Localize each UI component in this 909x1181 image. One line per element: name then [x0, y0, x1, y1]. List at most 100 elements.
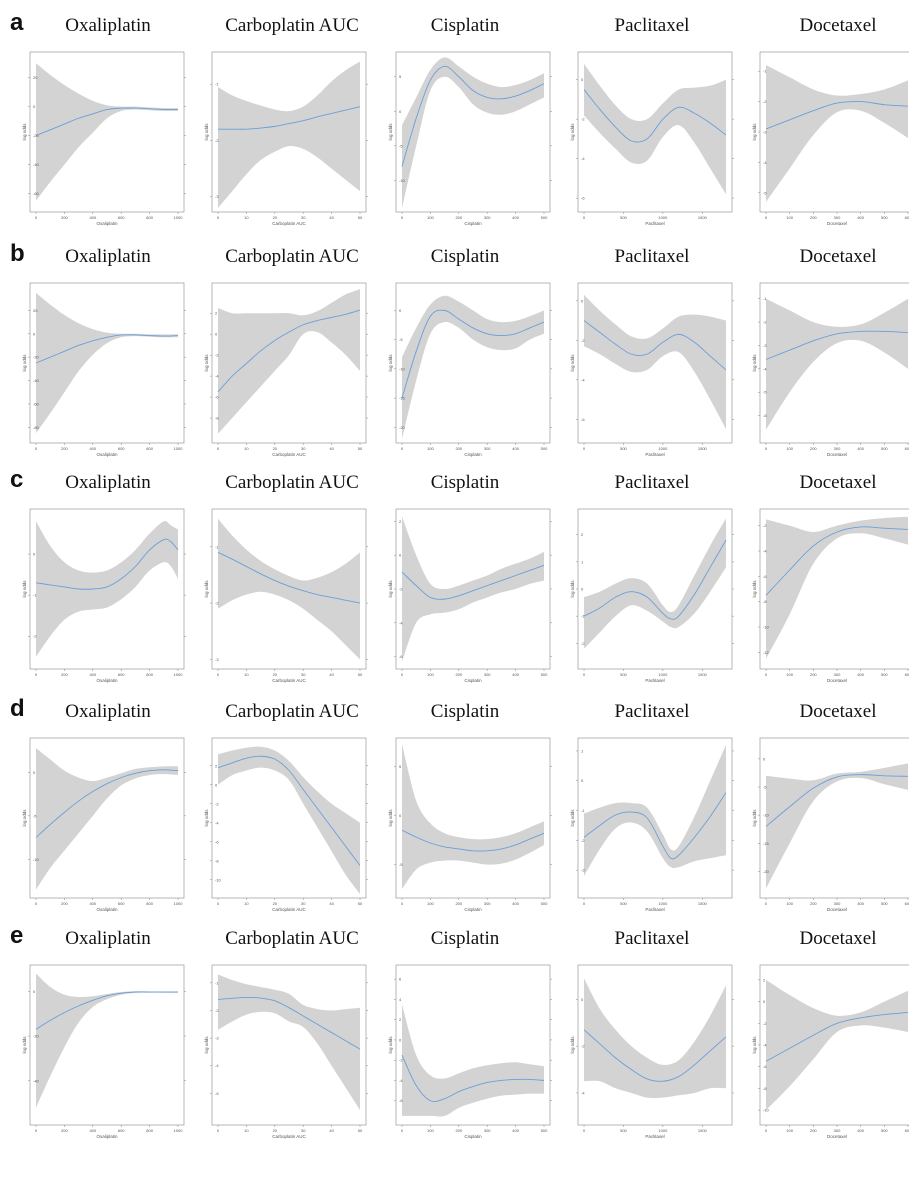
plot-frame [395, 964, 551, 1126]
y-tick-label: -1 [215, 544, 219, 549]
y-tick-label: -2 [581, 838, 585, 843]
x-tick-label: 500 [541, 901, 548, 906]
x-tick-label: 200 [455, 672, 462, 677]
x-tick-label: 0 [401, 901, 404, 906]
panel-d-1: 0 200 400 600 800 1000 -10 -5 0 Oxaliplatin log od… [22, 737, 186, 912]
y-tick-label: -6 [399, 654, 403, 659]
confidence-band [218, 974, 360, 1110]
plot-frame [211, 737, 367, 899]
x-tick-label: 600 [905, 215, 909, 220]
panel-b-4: 0 500 1000 1500 -6 -4 -2 0 Paclitaxel log odds [570, 282, 734, 457]
confidence-band [36, 63, 178, 201]
y-axis-label: log odds [22, 354, 27, 372]
x-tick-label: 50 [358, 446, 363, 451]
y-tick-label: -12 [763, 650, 770, 655]
y-tick-label: -1 [763, 296, 767, 301]
plot-frame [29, 737, 185, 899]
fitted-line [217, 997, 361, 1050]
x-tick-label: 0 [35, 215, 38, 220]
y-tick-label: -2 [581, 117, 585, 122]
y-tick-label: -2 [215, 601, 219, 606]
x-tick-label: 1000 [658, 1128, 668, 1133]
panel-letter-c: c [10, 466, 23, 493]
x-tick-label: 500 [881, 901, 888, 906]
y-axis-label: log odds [388, 1036, 393, 1054]
x-tick-label: 50 [358, 672, 363, 677]
column-title-d-1: Oxaliplatin [65, 701, 151, 722]
y-tick-label: -5 [763, 390, 767, 395]
x-tick-label: 500 [541, 672, 548, 677]
y-tick-label: -6 [763, 574, 767, 579]
x-tick-label: 0 [217, 1128, 220, 1133]
x-tick-label: 600 [118, 215, 125, 220]
y-tick-label: 2 [581, 532, 584, 537]
x-tick-label: 1500 [698, 672, 708, 677]
x-tick-label: 400 [857, 672, 864, 677]
y-tick-label: -40 [33, 378, 40, 383]
x-tick-label: 0 [35, 1128, 38, 1133]
x-axis-label: Docetaxel [827, 907, 847, 912]
y-tick-label: -10 [215, 877, 222, 882]
y-tick-label: -1 [581, 808, 585, 813]
x-tick-label: 300 [834, 672, 841, 677]
y-axis-label: log odds [752, 809, 757, 827]
y-tick-label: -4 [763, 160, 767, 165]
y-tick-label: -80 [33, 425, 40, 430]
y-tick-label: -3 [581, 868, 585, 873]
y-tick-label: 6 [399, 977, 402, 982]
confidence-band [766, 763, 908, 889]
x-tick-label: 0 [583, 446, 586, 451]
y-tick-label: -20 [763, 869, 770, 874]
y-axis-label: log odds [570, 580, 575, 598]
x-tick-label: 200 [455, 446, 462, 451]
y-tick-label: 0 [399, 109, 402, 114]
y-tick-label: -10 [763, 625, 770, 630]
x-tick-label: 800 [146, 215, 153, 220]
x-axis-label: Oxaliplatin [96, 907, 118, 912]
x-tick-label: 40 [329, 672, 334, 677]
x-tick-label: 1000 [174, 446, 184, 451]
x-axis-label: Docetaxel [827, 452, 847, 457]
x-tick-label: 1000 [174, 1128, 184, 1133]
x-tick-label: 600 [118, 672, 125, 677]
y-tick-label: -5 [399, 143, 403, 148]
panel-d-2: 0 10 20 30 40 50 -10 -8 -6 -4 -2 0 2 Carboplatin AUC l… [204, 737, 368, 912]
y-tick-label: -2 [399, 587, 403, 592]
y-tick-label: 0 [399, 553, 402, 558]
x-axis-label: Oxaliplatin [96, 678, 118, 683]
y-tick-label: -8 [763, 1086, 767, 1091]
y-axis-label: log odds [388, 354, 393, 372]
x-tick-label: 100 [427, 672, 434, 677]
y-axis-label: log odds [22, 809, 27, 827]
x-tick-label: 300 [834, 215, 841, 220]
x-tick-label: 100 [786, 672, 793, 677]
y-tick-label: 0 [581, 298, 584, 303]
x-tick-label: 10 [244, 1128, 249, 1133]
x-tick-label: 500 [541, 1128, 548, 1133]
y-tick-label: -4 [763, 549, 767, 554]
y-tick-label: 0 [581, 997, 584, 1002]
x-tick-label: 30 [301, 215, 306, 220]
y-tick-label: -15 [763, 841, 770, 846]
x-tick-label: 800 [146, 672, 153, 677]
y-axis-label: log odds [388, 580, 393, 598]
x-axis-label: Oxaliplatin [96, 221, 118, 226]
x-tick-label: 300 [484, 901, 491, 906]
column-title-b-1: Oxaliplatin [65, 246, 151, 267]
x-tick-label: 0 [765, 215, 768, 220]
x-tick-label: 400 [89, 215, 96, 220]
y-tick-label: -4 [215, 820, 219, 825]
x-tick-label: 0 [583, 1128, 586, 1133]
y-axis-label: log odds [204, 809, 209, 827]
x-tick-label: 300 [834, 901, 841, 906]
y-tick-label: 4 [399, 997, 402, 1002]
x-tick-label: 0 [765, 446, 768, 451]
panel-b-5: 0 100 200 300 400 500 600 -6 -5 -4 -3 -2 -1 Docetaxel… [752, 282, 909, 457]
x-tick-label: 0 [583, 215, 586, 220]
panel-a-3: 0 100 200 300 400 500 -10 -5 0 5 Cisplatin log odds [388, 51, 552, 226]
panel-letter-d: d [10, 695, 25, 722]
y-axis-label: log odds [752, 123, 757, 141]
y-axis-label: log odds [204, 1036, 209, 1054]
fitted-line [35, 334, 179, 364]
x-tick-label: 0 [401, 446, 404, 451]
